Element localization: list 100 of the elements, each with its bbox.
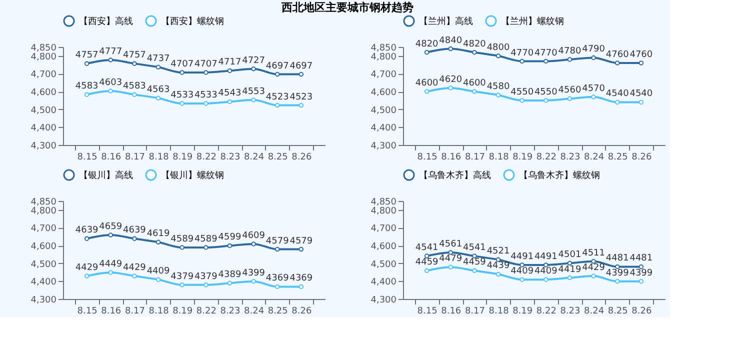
point — [638, 278, 644, 284]
x-tick-label: 8.24 — [244, 306, 264, 316]
point — [274, 102, 280, 108]
y-tick-label: 4,850 — [30, 44, 57, 54]
point — [424, 50, 430, 55]
y-tick-label: 4,600 — [370, 88, 397, 98]
point — [448, 46, 454, 52]
data-label: 4619 — [146, 229, 170, 240]
x-tick-label: 8.15 — [77, 306, 98, 316]
data-label: 4697 — [266, 61, 289, 72]
point — [251, 98, 256, 102]
point — [520, 98, 524, 103]
data-label: 4479 — [439, 254, 462, 264]
data-label: 4820 — [415, 39, 439, 50]
legend-label: 【兰州】螺纹钢 — [501, 16, 564, 27]
legend-label: 【银川】螺纹钢 — [161, 170, 224, 181]
data-label: 4429 — [582, 263, 606, 274]
data-label: 4760 — [606, 50, 630, 60]
legend-label: 【兰州】高线 — [419, 16, 473, 27]
y-tick-label: 4,800 — [370, 52, 397, 62]
point — [156, 96, 161, 101]
y-tick-label: 4,300 — [30, 296, 57, 306]
data-label: 4481 — [606, 254, 629, 264]
data-label: 4419 — [558, 264, 582, 275]
data-label: 4379 — [170, 272, 194, 282]
data-label: 4579 — [290, 236, 313, 246]
text: 西北地区主要城市钢材趋势 — [280, 1, 414, 14]
data-label: 4523 — [266, 92, 289, 102]
point — [614, 100, 620, 105]
x-tick-label: 8.15 — [77, 152, 98, 162]
data-label: 4369 — [266, 274, 290, 284]
data-label: 4399 — [242, 268, 266, 278]
y-tick-label: 4,500 — [30, 106, 57, 116]
data-label: 4717 — [218, 58, 242, 68]
data-label: 4550 — [510, 87, 534, 98]
x-tick-label: 8.22 — [196, 306, 216, 316]
point — [472, 89, 477, 94]
point — [591, 55, 596, 60]
y-tick-label: 4,850 — [370, 198, 397, 208]
data-label: 4589 — [170, 234, 194, 245]
y-tick-label: 4,600 — [30, 242, 57, 252]
data-label: 4800 — [486, 42, 510, 53]
data-label: 4521 — [486, 246, 510, 257]
x-tick-label: 8.19 — [172, 152, 193, 162]
data-label: 4409 — [510, 266, 534, 277]
data-label: 4550 — [534, 87, 558, 98]
point — [251, 66, 256, 72]
y-tick-label: 4,500 — [370, 106, 397, 116]
data-label: 4760 — [630, 50, 653, 60]
point — [180, 282, 184, 288]
point — [298, 72, 304, 77]
data-label: 4409 — [534, 266, 558, 277]
y-tick-label: 4,500 — [370, 260, 397, 270]
point — [84, 92, 90, 97]
point — [108, 58, 114, 62]
point — [251, 242, 256, 246]
data-label: 4491 — [534, 252, 558, 262]
data-label: 4459 — [415, 258, 439, 268]
data-label: 4770 — [510, 48, 534, 58]
data-label: 4639 — [75, 226, 99, 236]
point — [520, 58, 524, 64]
data-label: 4583 — [123, 82, 146, 92]
data-label: 4780 — [558, 46, 582, 56]
data-label: 4369 — [290, 274, 313, 284]
data-label: 4541 — [415, 243, 438, 254]
x-tick-label: 8.25 — [608, 306, 628, 316]
point — [274, 284, 280, 290]
data-label: 4707 — [170, 59, 194, 70]
point — [84, 236, 90, 241]
data-label: 4379 — [194, 272, 218, 282]
legend-label: 【银川】高线 — [79, 170, 133, 181]
y-tick-label: 4,700 — [370, 224, 397, 234]
point — [496, 272, 501, 277]
y-tick-label: 4,600 — [30, 88, 57, 98]
x-tick-label: 8.18 — [488, 152, 510, 162]
x-tick-label: 8.15 — [417, 152, 438, 162]
point — [274, 72, 280, 77]
point — [227, 99, 232, 104]
data-label: 4707 — [194, 59, 218, 70]
data-label: 4449 — [99, 259, 122, 270]
x-tick-label: 8.22 — [196, 152, 216, 162]
data-label: 4523 — [290, 92, 313, 102]
point — [424, 268, 430, 274]
y-tick-label: 4,800 — [30, 206, 57, 216]
x-tick-label: 8.16 — [441, 152, 462, 162]
point — [638, 100, 644, 105]
point — [424, 89, 430, 94]
x-tick-label: 8.25 — [268, 152, 288, 162]
data-label: 4399 — [606, 268, 630, 278]
data-label: 4603 — [99, 78, 122, 88]
x-tick-label: 8.16 — [441, 306, 462, 316]
x-tick-label: 8.23 — [560, 306, 580, 316]
data-label: 4570 — [582, 84, 606, 94]
point — [227, 280, 232, 286]
point — [204, 70, 208, 75]
point — [84, 274, 90, 278]
x-tick-label: 8.19 — [512, 152, 533, 162]
point — [132, 236, 137, 241]
x-tick-label: 8.26 — [292, 152, 312, 162]
legend-label: 【西安】螺纹钢 — [161, 16, 224, 27]
